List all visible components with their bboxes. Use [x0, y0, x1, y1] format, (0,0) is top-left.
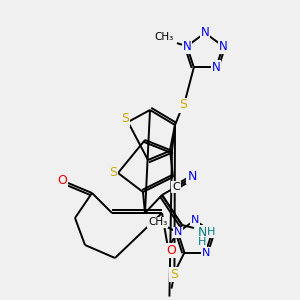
- Text: O: O: [57, 175, 67, 188]
- Text: N: N: [183, 40, 191, 52]
- Text: H: H: [198, 237, 206, 247]
- Text: S: S: [170, 268, 178, 281]
- Text: CH₃: CH₃: [148, 218, 167, 227]
- Text: O: O: [166, 244, 176, 256]
- Text: H: H: [207, 227, 215, 237]
- Text: S: S: [121, 112, 129, 125]
- Text: N: N: [201, 26, 209, 40]
- Text: N: N: [212, 61, 220, 74]
- Text: N: N: [174, 227, 182, 237]
- Text: N: N: [187, 169, 197, 182]
- Text: C: C: [172, 182, 180, 192]
- Text: N: N: [191, 215, 199, 225]
- Text: S: S: [179, 98, 187, 112]
- Text: N: N: [208, 227, 216, 237]
- Text: S: S: [109, 166, 117, 178]
- Text: N: N: [197, 226, 207, 238]
- Text: CH₃: CH₃: [154, 32, 174, 42]
- Text: N: N: [219, 40, 227, 52]
- Text: N: N: [201, 248, 210, 258]
